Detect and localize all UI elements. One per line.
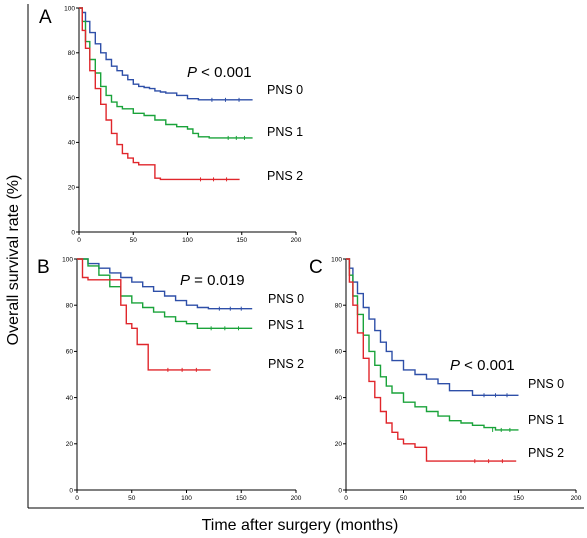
panel-letter-C: C	[309, 257, 323, 278]
p-value-A: P < 0.001	[187, 64, 252, 81]
curve-C-pns2	[346, 258, 517, 462]
curve-A-pns0	[79, 7, 253, 101]
series-label-C-pns1: PNS 1	[528, 413, 564, 427]
curve-B-pns2	[77, 258, 211, 371]
y-tick-label-A-0: 0	[71, 229, 75, 236]
curve-B-pns1	[77, 258, 253, 329]
x-tick-label-B-200: 200	[291, 495, 302, 502]
x-tick-label-C-0: 0	[344, 495, 348, 502]
x-tick-label-B-100: 100	[181, 495, 192, 502]
x-tick-label-C-200: 200	[571, 495, 582, 502]
y-tick-label-B-20: 20	[66, 441, 74, 448]
series-label-B-pns0: PNS 0	[268, 292, 304, 306]
y-tick-label-A-20: 20	[68, 185, 76, 192]
y-tick-label-B-100: 100	[62, 256, 73, 263]
y-tick-label-A-80: 80	[68, 50, 76, 57]
curve-A-pns1	[79, 7, 253, 139]
y-tick-label-A-40: 40	[68, 140, 76, 147]
series-label-B-pns1: PNS 1	[268, 318, 304, 332]
panel-letter-A: A	[39, 7, 52, 28]
y-tick-label-C-40: 40	[335, 395, 343, 402]
p-value-B: P = 0.019	[180, 272, 245, 289]
curve-C-pns0	[346, 258, 519, 396]
figure-ylabel: Overall survival rate (%)	[5, 175, 22, 346]
series-label-A-pns1: PNS 1	[267, 125, 303, 139]
x-tick-label-B-50: 50	[128, 495, 136, 502]
x-tick-label-C-150: 150	[513, 495, 524, 502]
y-tick-label-B-60: 60	[66, 349, 74, 356]
x-tick-label-A-200: 200	[291, 237, 302, 244]
y-tick-label-B-0: 0	[69, 487, 73, 494]
y-tick-label-C-20: 20	[335, 441, 343, 448]
p-value-C: P < 0.001	[450, 357, 515, 374]
series-label-A-pns2: PNS 2	[267, 169, 303, 183]
y-tick-label-C-60: 60	[335, 349, 343, 356]
x-tick-label-C-100: 100	[456, 495, 467, 502]
series-label-C-pns2: PNS 2	[528, 446, 564, 460]
y-tick-label-C-0: 0	[338, 487, 342, 494]
y-tick-label-B-40: 40	[66, 395, 74, 402]
y-tick-label-B-80: 80	[66, 303, 74, 310]
x-tick-label-A-50: 50	[130, 237, 138, 244]
panel-A: 0 20 40 60 80 100 0 50 100 150 200 A P < 0.001 PNS 0 P…	[39, 5, 303, 244]
panel-B: 0 20 40 60 80 100 0 50 100 150 200 B P = 0.019 PNS 0 P…	[37, 256, 304, 502]
series-label-A-pns0: PNS 0	[267, 83, 303, 97]
x-tick-label-A-100: 100	[182, 237, 193, 244]
panel-C: 0 20 40 60 80 100 0 50 100 150 200 C P < 0.001 PNS 0 P…	[309, 256, 582, 502]
curve-A-pns2	[79, 7, 240, 181]
x-tick-label-B-150: 150	[236, 495, 247, 502]
y-tick-label-C-80: 80	[335, 303, 343, 310]
curve-C-pns1	[346, 258, 519, 431]
x-tick-label-B-0: 0	[75, 495, 79, 502]
figure-xlabel: Time after surgery (months)	[202, 517, 399, 534]
panel-letter-B: B	[37, 257, 50, 278]
y-tick-label-A-100: 100	[64, 5, 75, 12]
series-label-C-pns0: PNS 0	[528, 377, 564, 391]
y-tick-label-C-100: 100	[331, 256, 342, 263]
y-tick-label-A-60: 60	[68, 95, 76, 102]
x-tick-label-A-0: 0	[77, 237, 81, 244]
x-tick-label-C-50: 50	[400, 495, 408, 502]
series-label-B-pns2: PNS 2	[268, 357, 304, 371]
curve-B-pns0	[77, 258, 253, 310]
x-tick-label-A-150: 150	[236, 237, 247, 244]
